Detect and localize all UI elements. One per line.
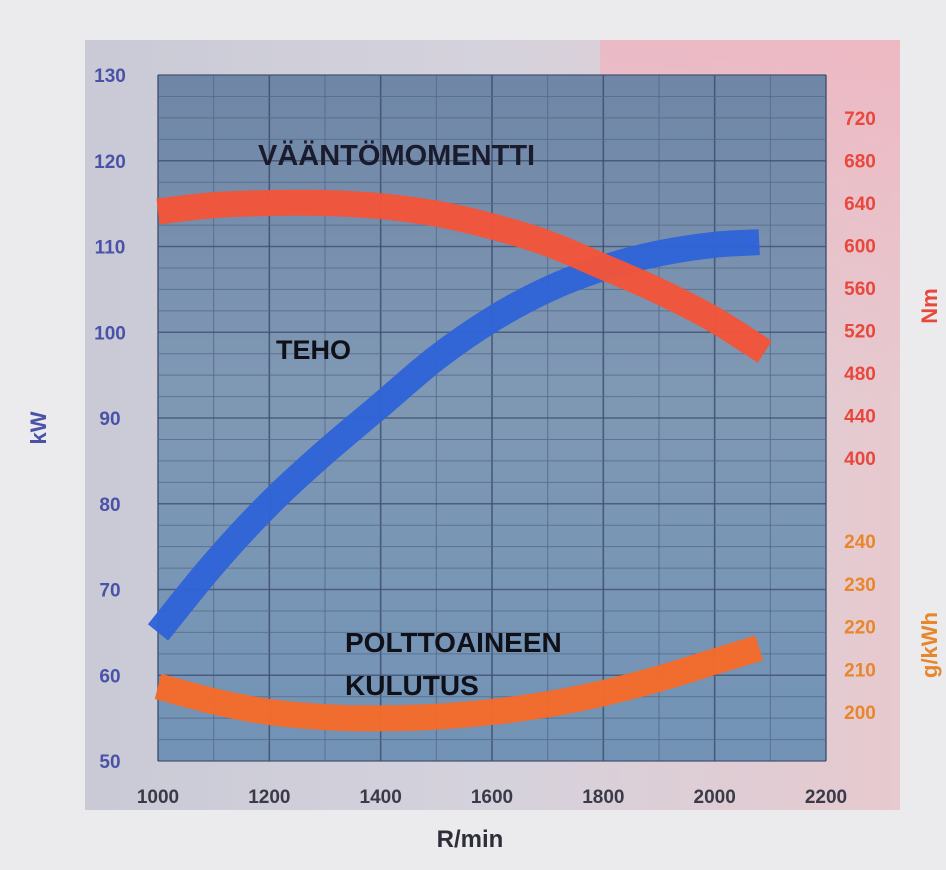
x-tick-label: 2000	[694, 787, 736, 808]
x-axis-ticks: 1000 1200 1400 1600 1800 2000 2200	[137, 787, 847, 808]
left-tick-label: 130	[94, 66, 126, 87]
fuel-tick-label: 230	[844, 575, 876, 596]
torque-annotation: VÄÄNTÖMOMENTTI	[258, 139, 535, 172]
fuel-annotation-line2: KULUTUS	[345, 670, 479, 701]
x-tick-label: 1200	[248, 787, 290, 808]
power-annotation: TEHO	[276, 335, 351, 365]
fuel-tick-label: 220	[844, 618, 876, 639]
fuel-tick-label: 240	[844, 532, 876, 553]
x-tick-label: 1600	[471, 787, 513, 808]
left-axis-label: kW	[26, 411, 51, 444]
left-tick-label: 70	[99, 581, 120, 602]
torque-curve	[156, 189, 772, 363]
torque-tick-label: 440	[844, 407, 876, 428]
torque-tick-label: 680	[844, 152, 876, 173]
fuel-consumption-curve	[154, 635, 764, 732]
fuel-tick-label: 200	[844, 703, 876, 724]
left-tick-label: 100	[94, 323, 126, 344]
fuel-tick-label: 210	[844, 660, 876, 681]
power-curve	[147, 229, 760, 641]
x-tick-label: 1400	[360, 787, 402, 808]
torque-tick-label: 560	[844, 279, 876, 300]
series-layer	[147, 189, 772, 732]
fuel-annotation-line1: POLTTOAINEEN	[345, 627, 562, 658]
torque-tick-label: 600	[844, 237, 876, 258]
torque-tick-label: 640	[844, 194, 876, 215]
torque-tick-label: 520	[844, 322, 876, 343]
torque-axis-ticks: 720 680 640 600 560 520 480 440 400	[844, 109, 876, 470]
x-tick-label: 1800	[582, 787, 624, 808]
x-axis-label: R/min	[437, 826, 504, 853]
torque-tick-label: 400	[844, 449, 876, 470]
left-tick-label: 90	[99, 409, 120, 430]
left-tick-label: 120	[94, 152, 126, 173]
torque-tick-label: 480	[844, 364, 876, 385]
x-tick-label: 1000	[137, 787, 179, 808]
fuel-axis-label: g/kWh	[917, 612, 942, 678]
left-tick-label: 110	[95, 238, 126, 259]
left-axis-ticks: 50 60 70 80 90 100 110 120 130	[94, 66, 126, 773]
torque-axis-label: Nm	[917, 288, 942, 323]
left-tick-label: 60	[99, 666, 120, 687]
left-tick-label: 50	[99, 752, 120, 773]
left-tick-label: 80	[99, 495, 120, 516]
torque-tick-label: 720	[844, 109, 876, 130]
x-tick-label: 2200	[805, 787, 847, 808]
fuel-axis-ticks: 240 230 220 210 200	[844, 532, 876, 724]
